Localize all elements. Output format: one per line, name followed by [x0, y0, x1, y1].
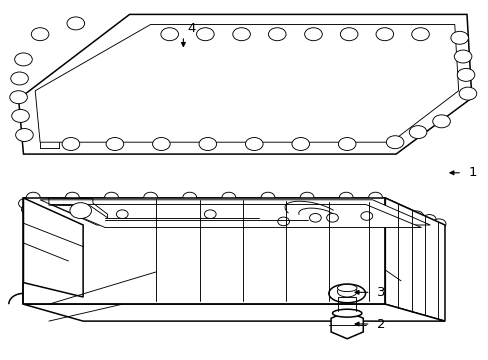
Polygon shape [51, 204, 421, 228]
Circle shape [10, 91, 27, 104]
Polygon shape [23, 304, 444, 321]
Circle shape [161, 28, 178, 41]
Circle shape [19, 198, 32, 208]
Circle shape [300, 192, 313, 202]
Circle shape [116, 210, 128, 219]
Circle shape [261, 192, 274, 202]
Text: 3: 3 [376, 286, 385, 299]
Circle shape [245, 138, 263, 150]
Polygon shape [23, 198, 385, 304]
Circle shape [26, 192, 40, 202]
Circle shape [386, 136, 403, 149]
Ellipse shape [337, 284, 356, 292]
Circle shape [304, 28, 322, 41]
Circle shape [152, 138, 170, 150]
Ellipse shape [337, 286, 356, 297]
Circle shape [450, 31, 468, 44]
Circle shape [62, 138, 80, 150]
Circle shape [375, 28, 393, 41]
Circle shape [11, 72, 28, 85]
Circle shape [222, 192, 235, 202]
Polygon shape [39, 200, 429, 224]
Circle shape [144, 219, 158, 229]
Polygon shape [35, 24, 458, 142]
Circle shape [326, 213, 338, 222]
Circle shape [199, 138, 216, 150]
Circle shape [411, 28, 428, 41]
Circle shape [373, 217, 386, 228]
Circle shape [67, 17, 84, 30]
Circle shape [106, 138, 123, 150]
Ellipse shape [328, 284, 365, 303]
Circle shape [106, 219, 120, 229]
Circle shape [431, 219, 445, 229]
Circle shape [204, 210, 216, 219]
Circle shape [21, 204, 35, 215]
Circle shape [31, 28, 49, 41]
Circle shape [409, 211, 423, 221]
Circle shape [458, 87, 476, 100]
Circle shape [406, 217, 419, 228]
Circle shape [221, 219, 234, 229]
Circle shape [52, 219, 65, 229]
Circle shape [339, 192, 352, 202]
Circle shape [309, 213, 321, 222]
Polygon shape [23, 198, 444, 225]
Circle shape [453, 50, 471, 63]
Polygon shape [40, 200, 429, 225]
Ellipse shape [332, 309, 361, 317]
Circle shape [16, 129, 33, 141]
Polygon shape [19, 14, 471, 154]
Circle shape [259, 219, 272, 229]
Circle shape [196, 28, 214, 41]
Circle shape [338, 138, 355, 150]
Circle shape [456, 68, 474, 81]
Circle shape [268, 28, 285, 41]
Text: 2: 2 [376, 318, 385, 330]
Circle shape [143, 192, 157, 202]
Circle shape [37, 216, 51, 226]
Circle shape [340, 28, 357, 41]
Circle shape [297, 219, 310, 229]
Text: 1: 1 [468, 166, 476, 179]
Circle shape [368, 192, 382, 202]
Circle shape [360, 212, 372, 220]
Circle shape [432, 115, 449, 128]
Circle shape [183, 192, 196, 202]
Circle shape [65, 192, 79, 202]
Circle shape [232, 28, 250, 41]
Circle shape [277, 217, 289, 226]
Text: 4: 4 [187, 22, 195, 35]
Circle shape [335, 219, 348, 229]
Circle shape [26, 211, 40, 221]
Circle shape [408, 126, 426, 139]
Circle shape [15, 53, 32, 66]
Polygon shape [385, 198, 444, 321]
Circle shape [12, 109, 29, 122]
Circle shape [291, 138, 309, 150]
Circle shape [422, 215, 435, 225]
Circle shape [183, 219, 196, 229]
Circle shape [104, 192, 118, 202]
Polygon shape [330, 311, 363, 339]
Circle shape [70, 203, 91, 219]
Polygon shape [23, 198, 83, 297]
